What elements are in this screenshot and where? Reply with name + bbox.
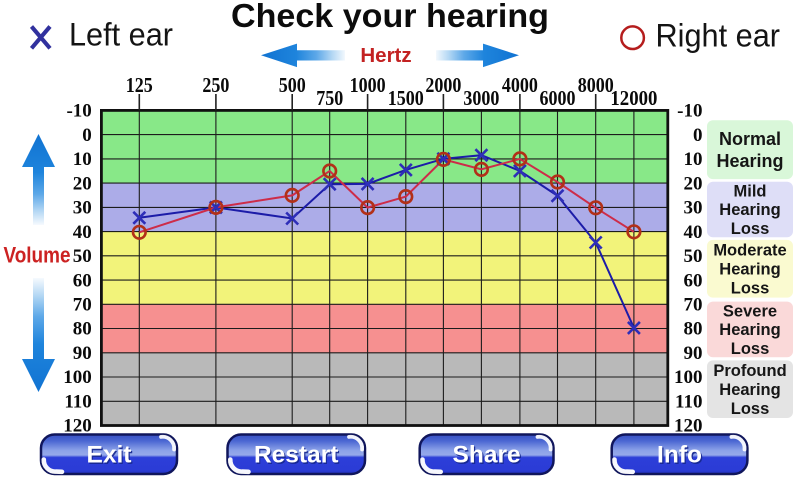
- svg-text:Volume: Volume: [4, 243, 71, 268]
- svg-text:Exit: Exit: [88, 443, 133, 470]
- svg-text:Profound: Profound: [713, 362, 786, 380]
- svg-text:60: 60: [684, 270, 703, 291]
- svg-text:Exit: Exit: [87, 442, 132, 469]
- svg-text:80: 80: [684, 319, 703, 340]
- svg-text:Hearing: Hearing: [719, 381, 780, 399]
- svg-text:Moderate: Moderate: [713, 241, 786, 259]
- svg-text:70: 70: [684, 295, 703, 316]
- svg-text:750: 750: [316, 86, 343, 110]
- svg-text:Loss: Loss: [731, 220, 770, 238]
- svg-text:Restart: Restart: [254, 442, 338, 469]
- svg-text:50: 50: [73, 246, 92, 267]
- svg-text:80: 80: [73, 319, 92, 340]
- svg-text:Hearing: Hearing: [716, 151, 783, 171]
- svg-text:Loss: Loss: [731, 400, 770, 418]
- svg-text:Hearing: Hearing: [719, 321, 780, 339]
- svg-text:250: 250: [202, 73, 229, 97]
- svg-text:500: 500: [279, 73, 306, 97]
- svg-text:Info: Info: [658, 443, 703, 470]
- svg-text:30: 30: [73, 198, 92, 219]
- svg-text:Restart: Restart: [255, 443, 339, 470]
- svg-text:Hertz: Hertz: [360, 44, 411, 67]
- svg-text:6000: 6000: [540, 86, 576, 110]
- svg-text:Right ear: Right ear: [656, 18, 781, 54]
- svg-text:0: 0: [82, 125, 92, 146]
- svg-text:Mild: Mild: [734, 183, 767, 201]
- svg-text:-10: -10: [66, 101, 91, 122]
- svg-text:50: 50: [684, 246, 703, 267]
- svg-text:1500: 1500: [388, 86, 424, 110]
- svg-text:100: 100: [63, 367, 92, 388]
- svg-text:Share: Share: [454, 443, 522, 470]
- svg-text:125: 125: [126, 73, 153, 97]
- svg-text:110: 110: [64, 392, 91, 413]
- svg-text:0: 0: [693, 125, 703, 146]
- svg-text:90: 90: [73, 343, 92, 364]
- svg-text:20: 20: [73, 173, 92, 194]
- svg-text:Severe: Severe: [723, 303, 777, 321]
- svg-text:Left ear: Left ear: [69, 17, 173, 53]
- svg-text:Share: Share: [453, 442, 521, 469]
- svg-text:2000: 2000: [425, 73, 461, 97]
- svg-text:Loss: Loss: [731, 280, 770, 298]
- svg-text:60: 60: [73, 270, 92, 291]
- svg-text:10: 10: [684, 149, 703, 170]
- svg-text:20: 20: [684, 173, 703, 194]
- svg-text:Normal: Normal: [719, 129, 781, 149]
- svg-text:10: 10: [73, 149, 92, 170]
- svg-text:120: 120: [63, 416, 92, 437]
- svg-text:30: 30: [684, 198, 703, 219]
- svg-text:100: 100: [674, 367, 703, 388]
- svg-text:Loss: Loss: [731, 340, 770, 358]
- svg-text:90: 90: [684, 343, 703, 364]
- svg-text:Hearing: Hearing: [719, 261, 780, 279]
- svg-text:12000: 12000: [610, 86, 657, 110]
- svg-text:Check your hearing: Check your hearing: [231, 0, 549, 34]
- svg-text:110: 110: [675, 392, 702, 413]
- svg-text:70: 70: [73, 295, 92, 316]
- svg-text:8000: 8000: [578, 73, 614, 97]
- svg-text:40: 40: [73, 222, 92, 243]
- svg-text:3000: 3000: [463, 86, 499, 110]
- svg-text:40: 40: [684, 222, 703, 243]
- svg-text:-10: -10: [677, 101, 702, 122]
- svg-text:4000: 4000: [502, 73, 538, 97]
- svg-text:Info: Info: [657, 442, 702, 469]
- svg-text:Hearing: Hearing: [719, 201, 780, 219]
- svg-text:1000: 1000: [350, 73, 386, 97]
- svg-text:120: 120: [674, 416, 703, 437]
